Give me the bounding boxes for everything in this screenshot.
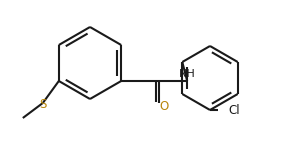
Text: O: O — [159, 100, 169, 112]
Text: Cl: Cl — [228, 103, 239, 117]
Text: NH: NH — [179, 69, 196, 79]
Text: S: S — [39, 98, 47, 111]
